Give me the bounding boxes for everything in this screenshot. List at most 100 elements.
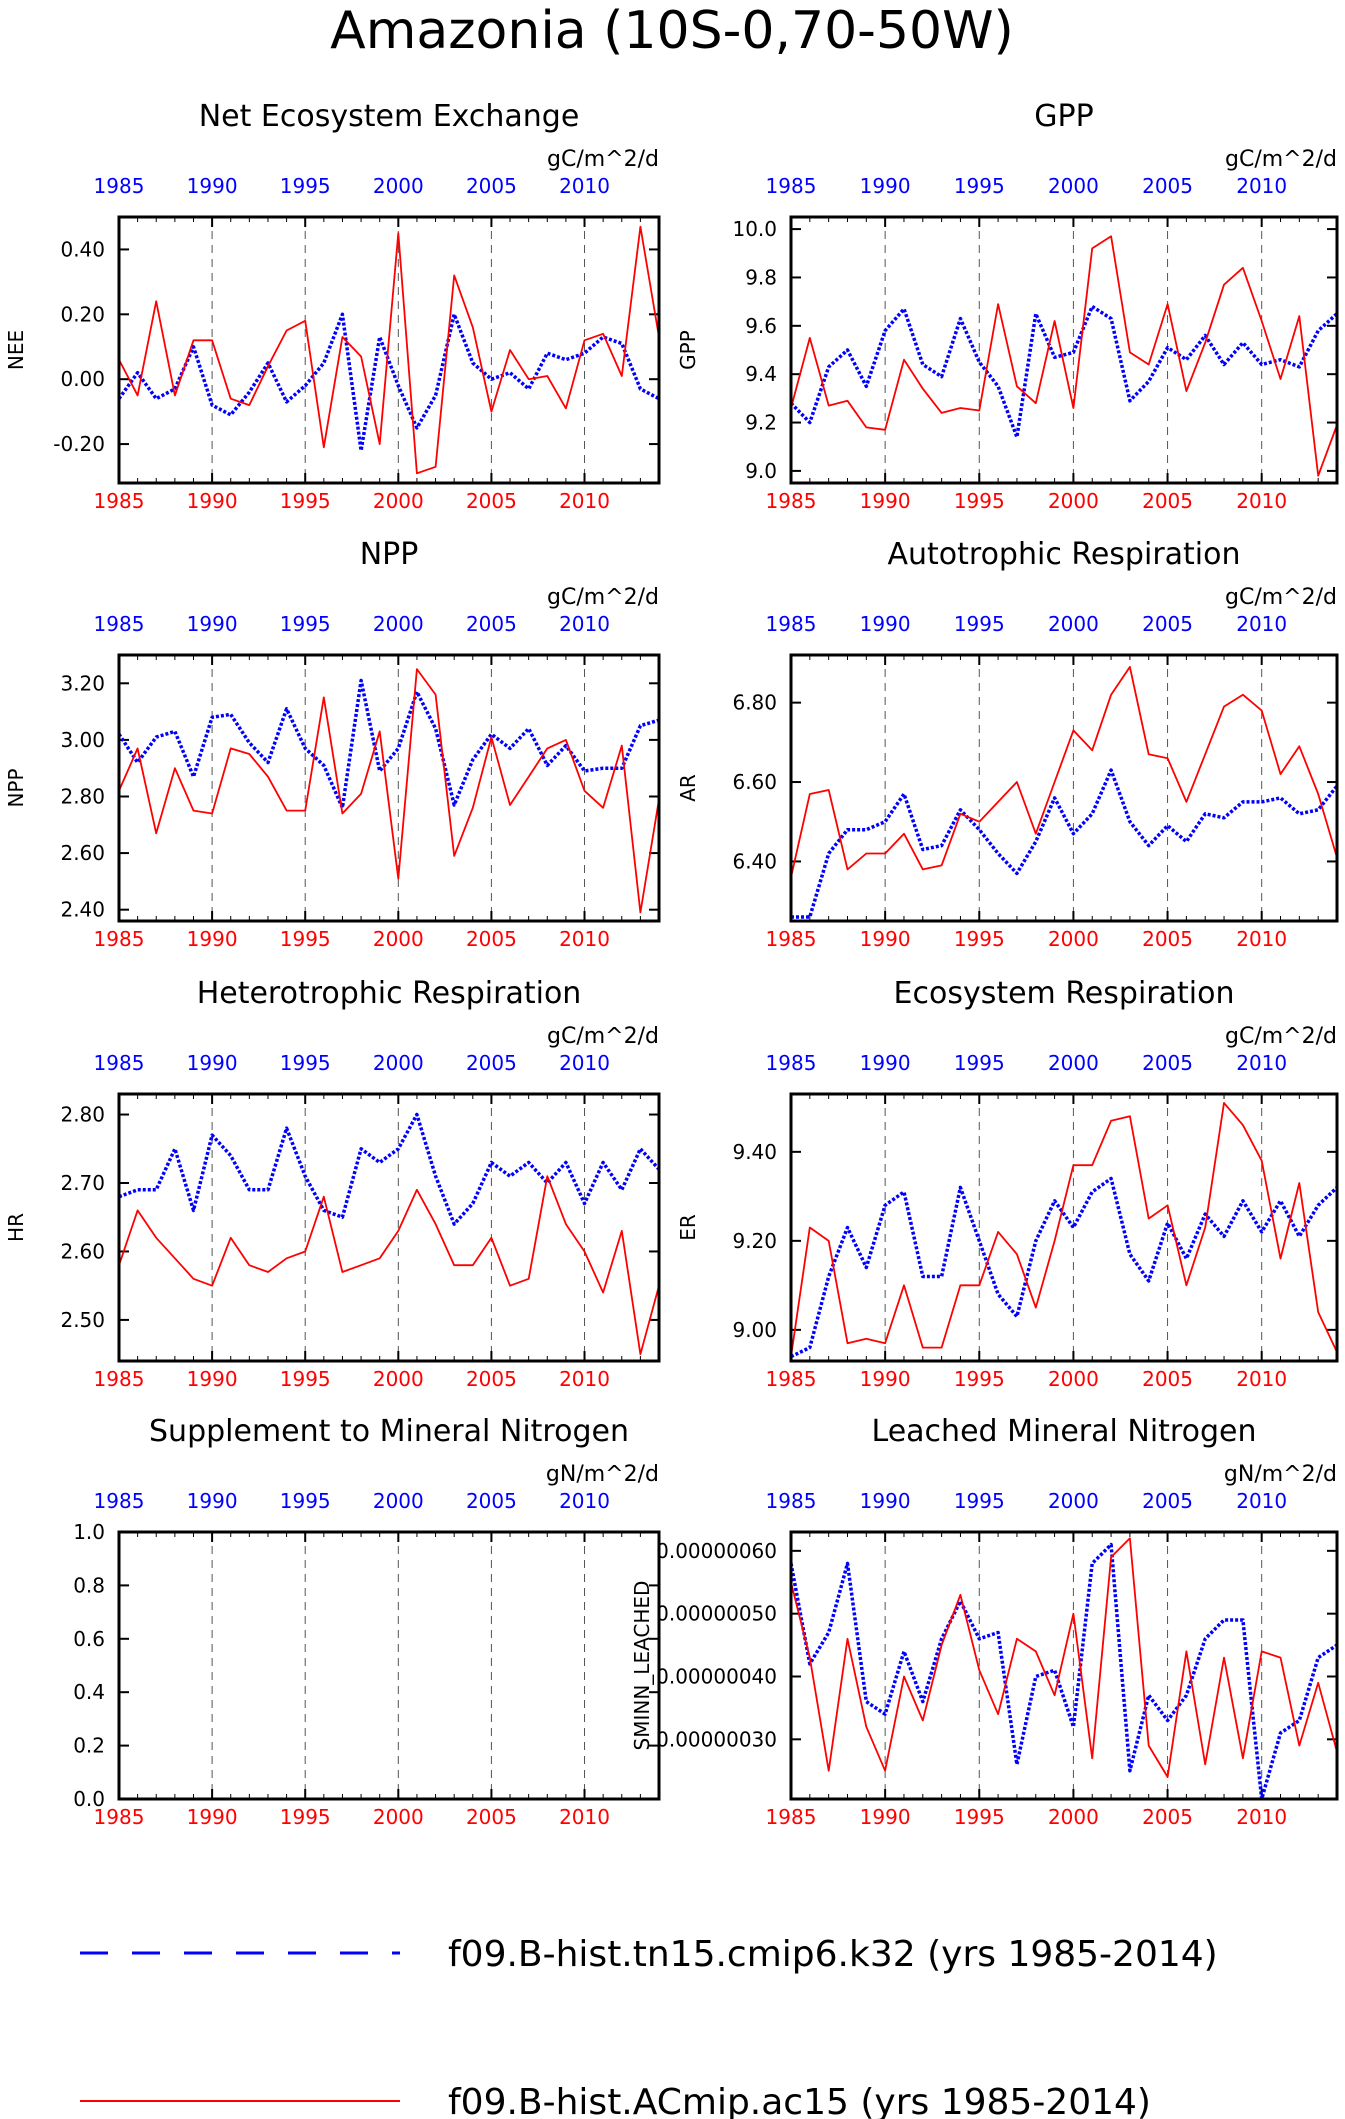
x-tick-label-top: 1990 xyxy=(860,612,911,636)
chart-panel-gpp: GPP gC/m^2/d 1985 1985 1990 1990 1995 1995 2000 2… xyxy=(676,99,1339,513)
x-tick-label-top: 2000 xyxy=(373,174,424,198)
plot-frame xyxy=(117,215,661,485)
x-tick-label-bottom: 2000 xyxy=(373,927,424,951)
plot-frame xyxy=(117,653,661,923)
x-tick-label-top: 1990 xyxy=(187,1051,238,1075)
x-tick-label-top: 2005 xyxy=(466,612,517,636)
x-tick-label-top: 1985 xyxy=(94,174,145,198)
chart-title: Heterotrophic Respiration xyxy=(197,976,582,1011)
x-tick-label-bottom: 1990 xyxy=(860,489,911,513)
y-tick-label: 6.60 xyxy=(732,770,777,794)
x-tick-label-bottom: 1995 xyxy=(954,1805,1005,1829)
chart-panel-ar: Autotrophic Respiration gC/m^2/d 1985 1985 1… xyxy=(676,537,1339,951)
x-tick-label-bottom: 1995 xyxy=(954,927,1005,951)
x-tick-label-top: 1985 xyxy=(94,1051,145,1075)
y-tick-label: 0.20 xyxy=(60,302,105,326)
x-tick-label-top: 1995 xyxy=(954,1051,1005,1075)
x-tick-label-top: 1990 xyxy=(860,1051,911,1075)
units-label: gC/m^2/d xyxy=(547,585,659,610)
x-tick-label-bottom: 1990 xyxy=(187,1805,238,1829)
x-tick-label-top: 2010 xyxy=(559,1051,610,1075)
y-tick-label: 0.00 xyxy=(60,367,105,391)
x-tick-label-bottom: 2000 xyxy=(1048,1367,1099,1391)
units-label: gC/m^2/d xyxy=(1225,1024,1337,1049)
x-tick-label-bottom: 2000 xyxy=(1048,1805,1099,1829)
y-tick-label: 0.40 xyxy=(60,237,105,261)
x-tick-label-top: 2000 xyxy=(373,1489,424,1513)
y-tick-label: 0.6 xyxy=(73,1627,105,1651)
x-tick-label-top: 2000 xyxy=(373,1051,424,1075)
x-tick-label-bottom: 1985 xyxy=(766,1805,817,1829)
y-tick-label: 9.6 xyxy=(745,314,777,338)
series-line-series-a xyxy=(791,304,1337,439)
chart-panel-hr: Heterotrophic Respiration gC/m^2/d 1985 198… xyxy=(4,976,661,1391)
y-axis-label: NEE xyxy=(4,330,28,370)
chart-title: Supplement to Mineral Nitrogen xyxy=(149,1414,629,1449)
x-tick-label-bottom: 1995 xyxy=(954,489,1005,513)
x-tick-label-bottom: 2005 xyxy=(466,927,517,951)
y-tick-label: -0.20 xyxy=(53,432,105,456)
plot-frame xyxy=(789,1092,1339,1363)
legend: f09.B-hist.tn15.cmip6.k32 (yrs 1985-2014… xyxy=(80,1934,1218,2119)
x-tick-label-bottom: 2010 xyxy=(1236,1367,1287,1391)
x-tick-label-top: 2000 xyxy=(373,612,424,636)
x-tick-label-top: 2010 xyxy=(559,1489,610,1513)
x-tick-label-bottom: 1990 xyxy=(187,927,238,951)
panel-grid: Net Ecosystem Exchange gC/m^2/d 1985 1985 19… xyxy=(4,99,1339,1829)
y-tick-label: 2.40 xyxy=(60,898,105,922)
y-tick-label: 0.00000030 xyxy=(656,1727,777,1751)
x-tick-label-top: 2000 xyxy=(1048,612,1099,636)
x-tick-label-top: 2010 xyxy=(559,612,610,636)
x-tick-label-top: 2005 xyxy=(466,1051,517,1075)
plot-frame xyxy=(117,1092,661,1363)
y-tick-label: 9.0 xyxy=(745,459,777,483)
series-line-series-a xyxy=(791,768,1337,919)
x-tick-label-bottom: 2010 xyxy=(559,927,610,951)
series-line-series-b xyxy=(119,225,659,475)
y-tick-label: 2.80 xyxy=(60,784,105,808)
y-tick-label: 0.00000060 xyxy=(656,1539,777,1563)
y-tick-label: 2.70 xyxy=(60,1171,105,1195)
chart-panel-er: Ecosystem Respiration gC/m^2/d 1985 1985 199… xyxy=(676,976,1339,1391)
units-label: gN/m^2/d xyxy=(546,1462,659,1487)
y-tick-label: 1.0 xyxy=(73,1520,105,1544)
x-tick-label-top: 1995 xyxy=(954,1489,1005,1513)
y-tick-label: 9.20 xyxy=(732,1229,777,1253)
plot-frame xyxy=(789,653,1339,923)
x-tick-label-top: 2000 xyxy=(1048,1051,1099,1075)
series-line-series-b xyxy=(791,1102,1337,1357)
x-tick-label-bottom: 2010 xyxy=(1236,1805,1287,1829)
x-tick-label-top: 2005 xyxy=(1142,174,1193,198)
x-tick-label-bottom: 1995 xyxy=(954,1367,1005,1391)
y-tick-label: 9.8 xyxy=(745,265,777,289)
page-title: Amazonia (10S-0,70-50W) xyxy=(330,1,1014,61)
x-tick-label-bottom: 1985 xyxy=(94,1805,145,1829)
x-tick-label-bottom: 1985 xyxy=(94,927,145,951)
x-tick-label-top: 1985 xyxy=(766,174,817,198)
x-tick-label-bottom: 2000 xyxy=(1048,927,1099,951)
y-axis-label: AR xyxy=(676,774,700,802)
series-line-series-a xyxy=(791,1542,1337,1799)
y-tick-label: 9.00 xyxy=(732,1318,777,1342)
chart-title: Leached Mineral Nitrogen xyxy=(872,1414,1257,1449)
y-tick-label: 0.8 xyxy=(73,1573,105,1597)
chart-title: Net Ecosystem Exchange xyxy=(199,99,580,134)
x-tick-label-bottom: 2010 xyxy=(559,489,610,513)
y-tick-label: 6.40 xyxy=(732,849,777,873)
x-tick-label-bottom: 1990 xyxy=(187,1367,238,1391)
series-line-series-b xyxy=(791,1537,1337,1778)
x-tick-label-bottom: 1985 xyxy=(94,489,145,513)
x-tick-label-bottom: 2010 xyxy=(1236,489,1287,513)
series-line-series-b xyxy=(119,1175,659,1356)
x-tick-label-bottom: 2010 xyxy=(559,1367,610,1391)
x-tick-label-top: 2000 xyxy=(1048,174,1099,198)
x-tick-label-top: 1995 xyxy=(280,612,331,636)
x-tick-label-bottom: 1995 xyxy=(280,927,331,951)
y-tick-label: 0.00000050 xyxy=(656,1602,777,1626)
y-tick-label: 3.00 xyxy=(60,728,105,752)
y-tick-label: 2.60 xyxy=(60,841,105,865)
y-axis-label: SMINN_LEACHED xyxy=(630,1581,654,1751)
x-tick-label-bottom: 1995 xyxy=(280,489,331,513)
x-tick-label-top: 2010 xyxy=(1236,1489,1287,1513)
